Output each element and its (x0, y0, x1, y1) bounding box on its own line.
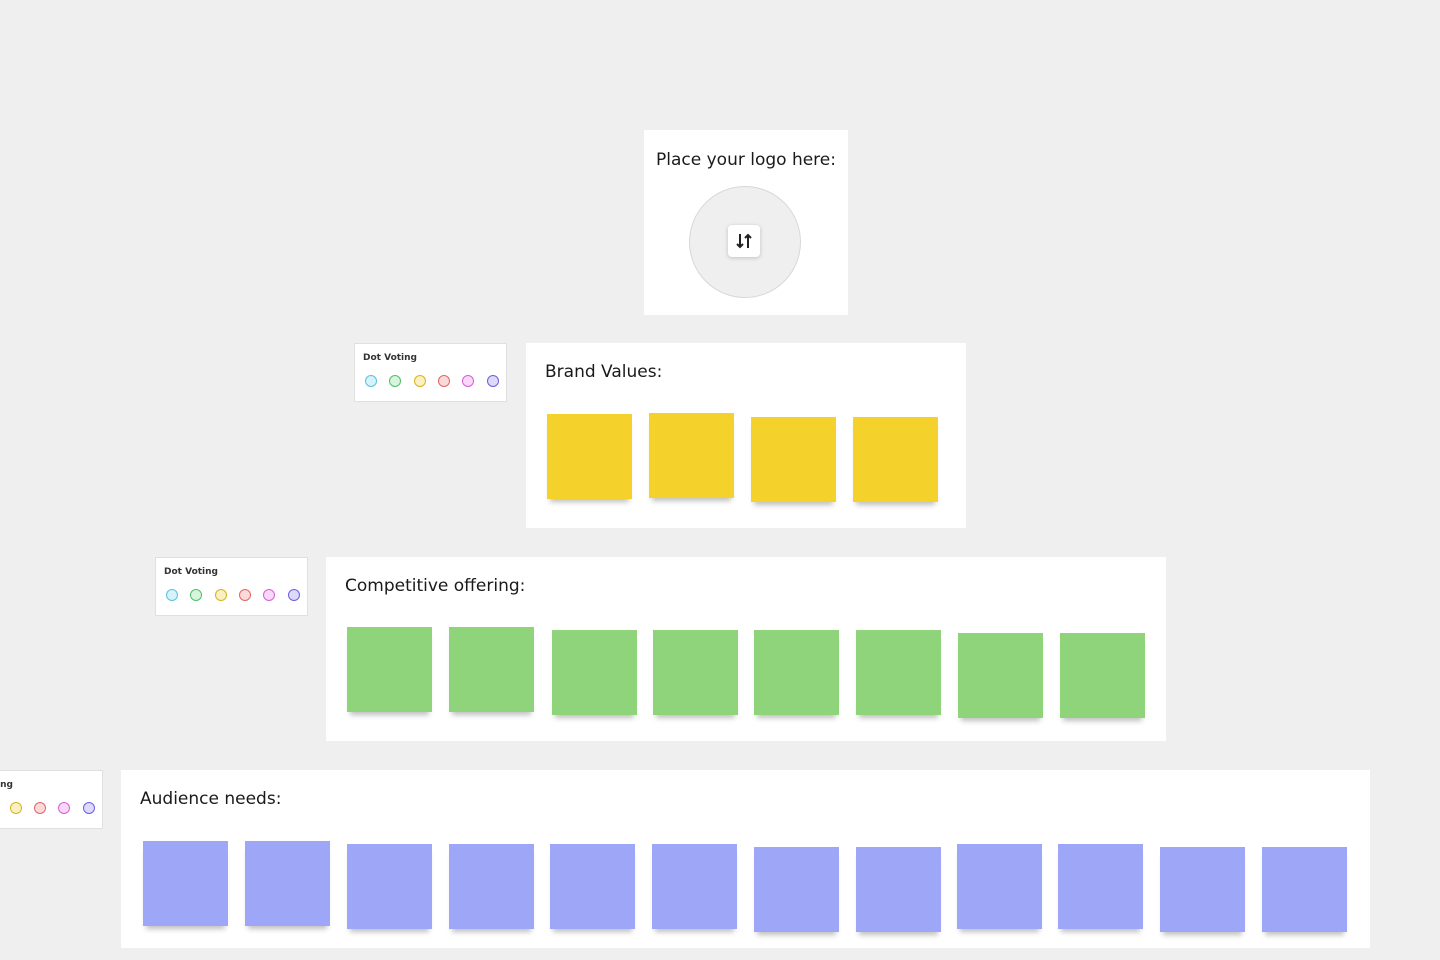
sticky-note[interactable] (853, 417, 938, 502)
sticky-note[interactable] (552, 630, 637, 715)
sticky-note[interactable] (547, 414, 632, 499)
vote-dot[interactable] (287, 589, 300, 601)
vote-dot[interactable] (238, 589, 251, 601)
dot-voting[interactable]: Dot Voting (354, 343, 507, 402)
sticky-note[interactable] (751, 417, 836, 502)
vote-dot[interactable] (263, 589, 276, 601)
sticky-note[interactable] (754, 847, 839, 932)
sticky-note[interactable] (653, 630, 738, 715)
vote-dot[interactable] (82, 802, 95, 814)
vote-dot[interactable] (214, 589, 227, 601)
sticky-note[interactable] (957, 844, 1042, 929)
sticky-note[interactable] (652, 844, 737, 929)
sticky-note[interactable] (347, 627, 432, 712)
vote-dot[interactable] (437, 375, 450, 387)
logo-frame[interactable]: Place your logo here: (644, 130, 848, 315)
vote-dot[interactable] (58, 802, 71, 814)
sticky-note[interactable] (1060, 633, 1145, 718)
frame-title: Competitive offering: (345, 576, 526, 596)
sticky-note[interactable] (958, 633, 1043, 718)
swap-icon (736, 233, 752, 249)
sticky-note[interactable] (1160, 847, 1245, 932)
dot-voting[interactable]: Dot Voting (155, 557, 308, 616)
sticky-note[interactable] (754, 630, 839, 715)
vote-dot[interactable] (389, 375, 402, 387)
sticky-note[interactable] (245, 841, 330, 926)
sticky-note[interactable] (347, 844, 432, 929)
vote-dot[interactable] (486, 375, 499, 387)
sticky-note[interactable] (856, 630, 941, 715)
vote-dot[interactable] (190, 589, 203, 601)
sticky-note[interactable] (143, 841, 228, 926)
logo-title: Place your logo here: (656, 150, 836, 170)
frame-title: Audience needs: (140, 789, 282, 809)
swap-button[interactable] (728, 225, 760, 257)
vote-dot[interactable] (9, 802, 22, 814)
sticky-note[interactable] (649, 413, 734, 498)
sticky-note[interactable] (856, 847, 941, 932)
vote-dot[interactable] (33, 802, 46, 814)
vote-dot[interactable] (365, 375, 377, 387)
dot-voting[interactable]: Dot Voting (0, 770, 103, 829)
vote-dot[interactable] (462, 375, 475, 387)
voting-title: Dot Voting (164, 567, 218, 577)
voting-title: Dot Voting (0, 780, 13, 790)
vote-dot[interactable] (413, 375, 426, 387)
voting-title: Dot Voting (363, 353, 417, 363)
sticky-note[interactable] (1262, 847, 1347, 932)
sticky-note[interactable] (449, 844, 534, 929)
frame-title: Brand Values: (545, 362, 663, 382)
vote-dot[interactable] (166, 589, 178, 601)
sticky-note[interactable] (449, 627, 534, 712)
sticky-note[interactable] (550, 844, 635, 929)
sticky-note[interactable] (1058, 844, 1143, 929)
